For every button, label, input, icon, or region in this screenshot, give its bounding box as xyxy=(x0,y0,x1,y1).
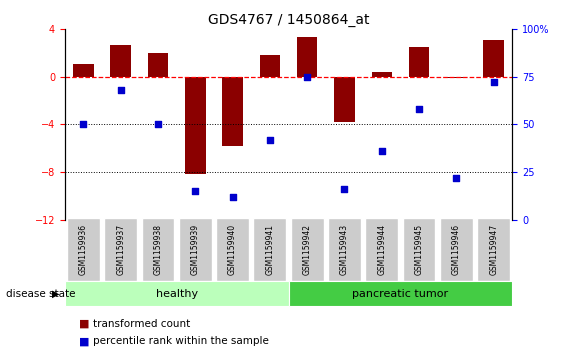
FancyBboxPatch shape xyxy=(365,219,398,281)
Text: percentile rank within the sample: percentile rank within the sample xyxy=(93,336,269,346)
FancyBboxPatch shape xyxy=(65,281,289,306)
Text: pancreatic tumor: pancreatic tumor xyxy=(352,289,449,299)
Point xyxy=(79,121,88,127)
Point xyxy=(303,74,312,79)
FancyBboxPatch shape xyxy=(179,219,212,281)
Text: ■: ■ xyxy=(79,319,90,329)
Text: transformed count: transformed count xyxy=(93,319,190,329)
Text: GSM1159945: GSM1159945 xyxy=(414,224,423,275)
FancyBboxPatch shape xyxy=(403,219,436,281)
Bar xyxy=(446,77,467,78)
Bar xyxy=(372,72,392,77)
Text: GSM1159944: GSM1159944 xyxy=(377,224,386,275)
Point xyxy=(414,106,423,112)
Point xyxy=(116,87,125,93)
Text: GSM1159947: GSM1159947 xyxy=(489,224,498,275)
Bar xyxy=(297,37,318,77)
Bar xyxy=(73,64,93,77)
Point xyxy=(340,186,349,192)
Point xyxy=(489,79,498,85)
Text: GSM1159941: GSM1159941 xyxy=(265,224,274,275)
Bar xyxy=(222,77,243,146)
Text: GSM1159936: GSM1159936 xyxy=(79,224,88,275)
FancyBboxPatch shape xyxy=(253,219,287,281)
Text: healthy: healthy xyxy=(155,289,198,299)
Text: GSM1159943: GSM1159943 xyxy=(340,224,349,275)
Bar xyxy=(334,77,355,122)
Text: GSM1159937: GSM1159937 xyxy=(116,224,125,275)
Text: disease state: disease state xyxy=(6,289,75,299)
Point xyxy=(265,136,274,142)
Bar xyxy=(185,77,205,174)
Bar xyxy=(260,55,280,77)
Text: GSM1159940: GSM1159940 xyxy=(228,224,237,275)
Bar xyxy=(484,40,504,77)
Text: GSM1159938: GSM1159938 xyxy=(154,224,163,275)
Text: ▶: ▶ xyxy=(52,289,60,299)
FancyBboxPatch shape xyxy=(289,281,512,306)
Text: GSM1159939: GSM1159939 xyxy=(191,224,200,275)
Bar xyxy=(409,47,430,77)
Point xyxy=(377,148,386,154)
Text: ■: ■ xyxy=(79,336,90,346)
FancyBboxPatch shape xyxy=(477,219,510,281)
FancyBboxPatch shape xyxy=(440,219,473,281)
Bar xyxy=(110,45,131,77)
Point xyxy=(154,121,163,127)
Bar xyxy=(148,53,168,77)
Title: GDS4767 / 1450864_at: GDS4767 / 1450864_at xyxy=(208,13,369,26)
Text: GSM1159946: GSM1159946 xyxy=(452,224,461,275)
FancyBboxPatch shape xyxy=(141,219,175,281)
FancyBboxPatch shape xyxy=(328,219,361,281)
Text: GSM1159942: GSM1159942 xyxy=(303,224,312,275)
Point xyxy=(228,194,237,200)
FancyBboxPatch shape xyxy=(104,219,137,281)
Point xyxy=(452,175,461,180)
FancyBboxPatch shape xyxy=(291,219,324,281)
Point xyxy=(191,188,200,194)
FancyBboxPatch shape xyxy=(216,219,249,281)
FancyBboxPatch shape xyxy=(67,219,100,281)
